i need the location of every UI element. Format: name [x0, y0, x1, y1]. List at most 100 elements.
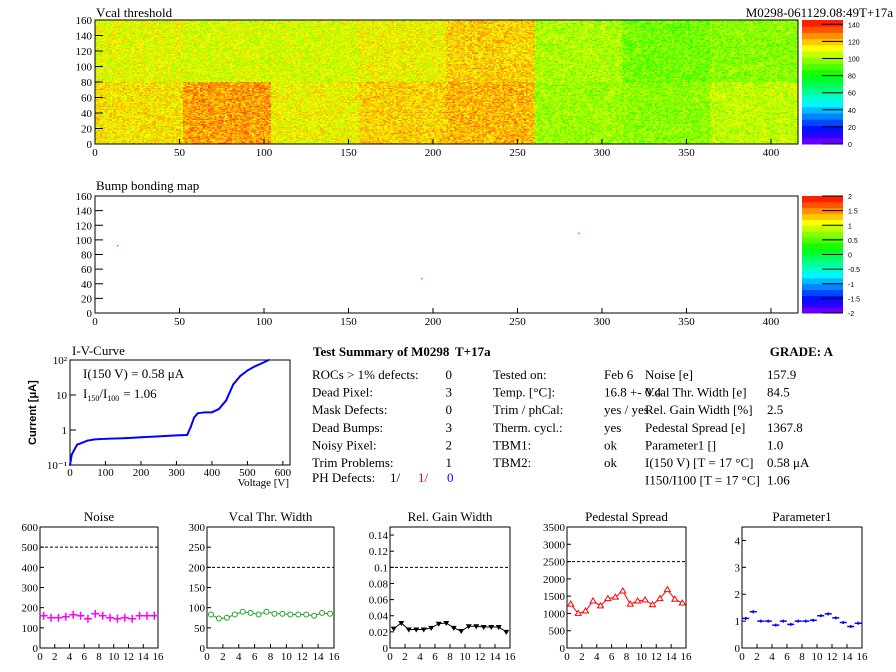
colorbar-band [802, 51, 843, 58]
summary-value: 3 [446, 420, 453, 435]
data-point [495, 625, 502, 631]
summary-value: 84.5 [767, 385, 790, 400]
ph-defects-v3: 0 [447, 470, 454, 485]
y-tick-label: 10 [56, 390, 68, 402]
data-point [303, 611, 310, 618]
y-tick-label: 250 [189, 542, 206, 554]
plot-frame [741, 526, 863, 649]
summary-value: 0 [446, 367, 453, 382]
colorbar-band [802, 213, 843, 220]
y-tick-label: 100 [76, 235, 93, 247]
y-tick-label: 60 [81, 93, 93, 105]
plot-title: Vcal Thr. Width [229, 509, 313, 524]
y-tick-label: 0.08 [369, 578, 389, 590]
data-point [589, 597, 597, 604]
x-tick-label: 4 [594, 651, 600, 663]
y-tick-label: 100 [22, 623, 39, 635]
data-point [503, 629, 510, 635]
bump-point [578, 232, 580, 235]
iv-point [239, 374, 242, 377]
grade: GRADE: A [770, 344, 834, 359]
colorbar-band [802, 44, 843, 52]
data-point [764, 619, 772, 623]
data-point [83, 614, 92, 623]
y-tick-label: 0.06 [369, 595, 389, 607]
x-tick-label: 50 [174, 147, 186, 159]
x-tick-label: 12 [297, 651, 308, 663]
x-tick-label: 100 [97, 467, 114, 479]
data-point [663, 585, 672, 593]
colorbar-band [802, 219, 843, 226]
x-tick-label: 16 [153, 651, 165, 663]
iv-point [70, 453, 73, 456]
colorbar-band [802, 125, 843, 133]
y-tick-label: 100 [189, 603, 206, 615]
x-tick-label: 16 [505, 651, 517, 663]
summary-label: Vcal Thr. Width [e] [645, 385, 747, 400]
x-tick-label: 14 [666, 651, 678, 663]
colorbar-label: 20 [848, 125, 856, 132]
x-tick-label: 16 [329, 651, 341, 663]
iv-point [104, 437, 107, 440]
data-point [443, 620, 450, 626]
data-point [69, 610, 78, 619]
plot-title: Noise [84, 509, 115, 524]
colorbar-band [802, 254, 843, 261]
y-tick-label: 500 [22, 542, 39, 554]
y-tick-label: 0.02 [369, 627, 388, 639]
y-tick-label: 10² [53, 355, 68, 367]
x-tick-label: 10 [281, 651, 293, 663]
colorbar-label: 120 [848, 39, 860, 46]
data-point [779, 619, 787, 623]
data-point [128, 614, 137, 623]
x-tick-label: 400 [204, 467, 221, 479]
x-tick-label: 350 [678, 316, 695, 328]
colorbar-label: 40 [848, 108, 856, 115]
colorbar-label: 1 [848, 223, 852, 230]
data-point [61, 612, 70, 621]
colorbar-label: 60 [848, 91, 856, 98]
x-tick-label: 10 [636, 651, 648, 663]
summary-value: 3 [446, 385, 453, 400]
data-point [287, 611, 294, 618]
x-tick-label: 300 [168, 467, 185, 479]
x-tick-label: 12 [651, 651, 662, 663]
summary-value: 1 [446, 455, 453, 470]
data-point [91, 609, 100, 618]
data-point [215, 615, 222, 622]
iv-point [139, 436, 142, 439]
y-tick-label: 0 [87, 308, 93, 320]
colorbar-label: 140 [848, 22, 860, 29]
y-tick-label: 1500 [543, 591, 566, 603]
ph-defects-label: PH Defects: [312, 470, 375, 485]
test-summary: Test Summary of M0298 T+17a GRADE: A ROC… [312, 344, 834, 488]
y-tick-label: 0.12 [369, 546, 388, 558]
iv-curve-plot: 0 100 200 300 400 500 600 10⁻¹ 1 10 10² [47, 355, 292, 479]
y-tick-label: 20 [81, 124, 93, 136]
x-tick-label: 10 [460, 651, 472, 663]
module-label: M0298-061129.08:49T+17a [746, 5, 894, 20]
data-point [398, 620, 405, 626]
y-tick-label: 100 [76, 62, 93, 74]
colorbar-band [802, 63, 843, 71]
data-point [405, 627, 412, 633]
colorbar-band [802, 113, 843, 120]
y-tick-label: 200 [22, 603, 39, 615]
summary-value: Feb 6 [604, 367, 634, 382]
data-point [488, 625, 495, 631]
plot-title: Parameter1 [772, 509, 831, 524]
roc-plot-rel-gain-width: Rel. Gain Width 0 0.02 0.04 0.06 0.08 0.1 0.12 0… [369, 509, 516, 663]
summary-label: Noisy Pixel: [312, 437, 377, 452]
x-tick-label: 0 [92, 147, 98, 159]
y-tick-label: 2000 [543, 574, 566, 586]
data-point [847, 624, 855, 628]
colorbar-band [802, 289, 843, 296]
ph-defects-v1: 1/ [390, 470, 401, 485]
x-tick-label: 6 [252, 651, 258, 663]
data-point [54, 613, 63, 622]
data-point [239, 608, 246, 615]
summary-value: ok [604, 455, 618, 470]
data-point [641, 595, 649, 603]
y-tick-label: 60 [81, 264, 93, 276]
